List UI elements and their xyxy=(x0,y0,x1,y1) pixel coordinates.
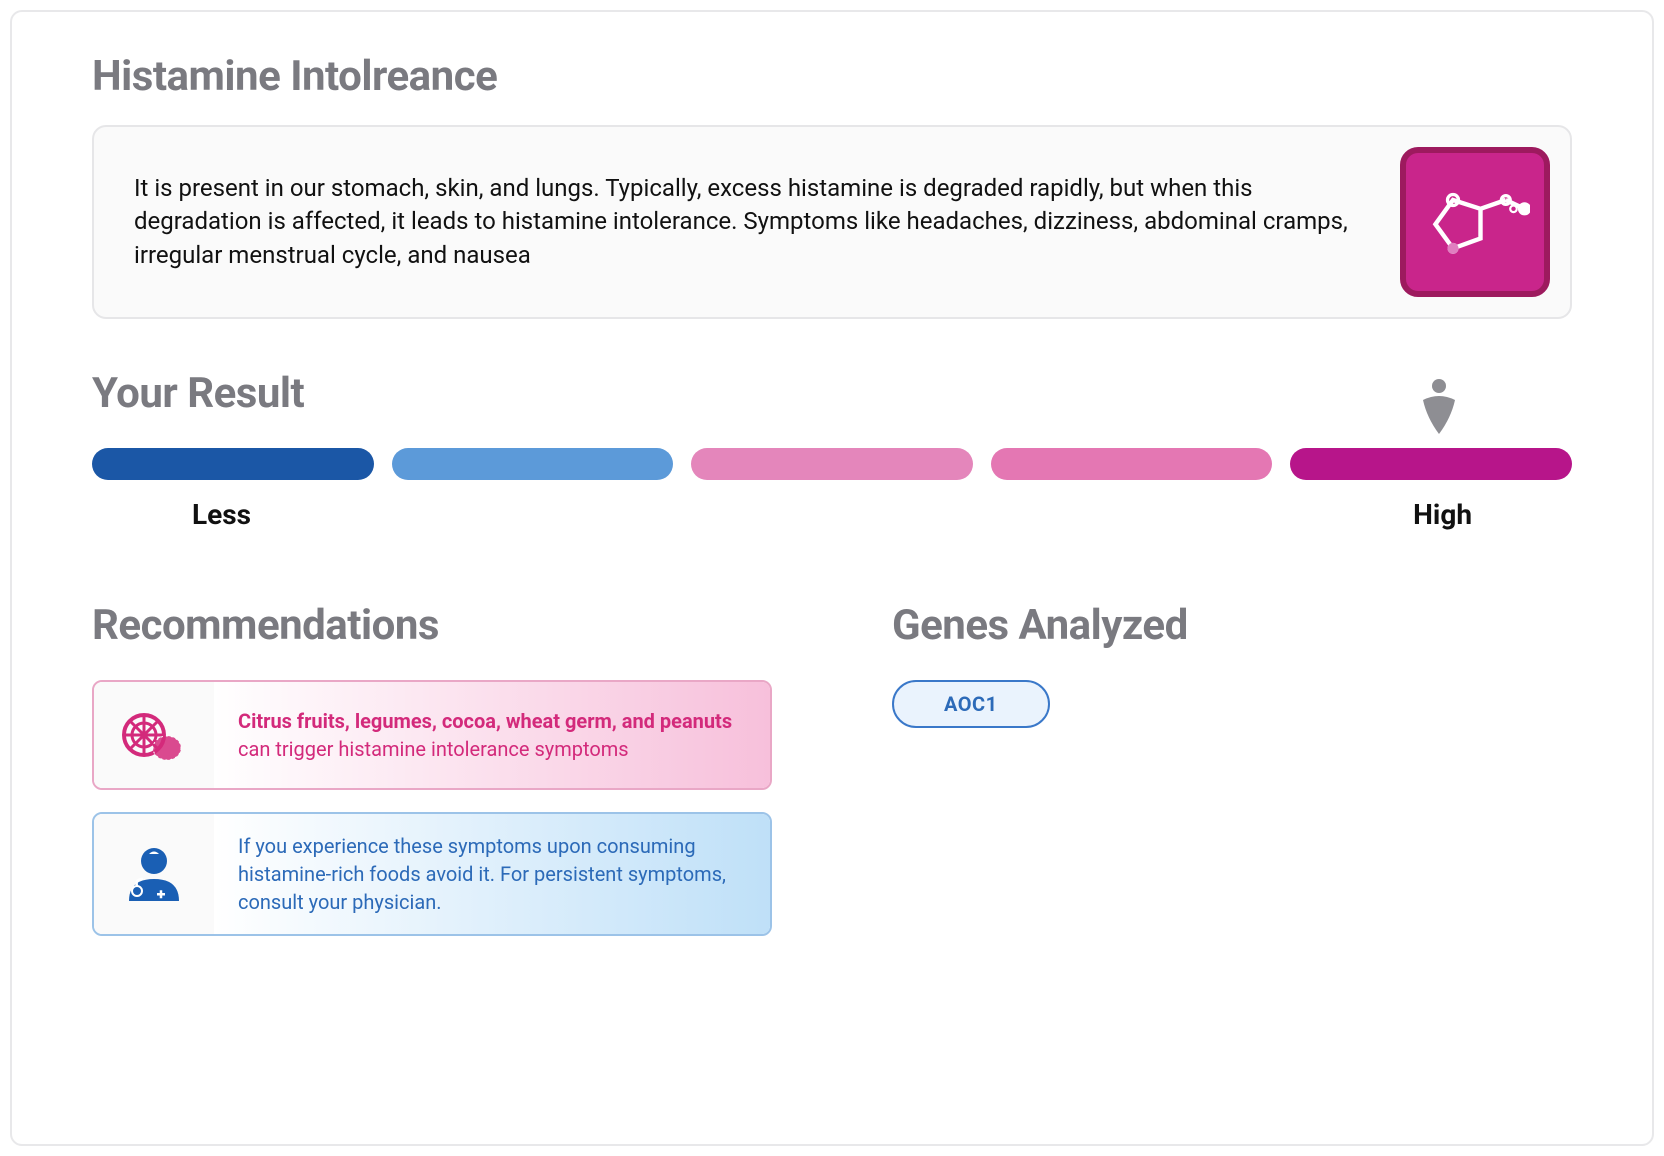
page-title: Histamine Intolreance xyxy=(92,52,1572,101)
result-marker-icon xyxy=(1419,378,1459,440)
scale-segment xyxy=(991,448,1273,480)
genes-section: Genes Analyzed AOC1 xyxy=(892,601,1572,958)
result-scale: Less High xyxy=(92,448,1572,531)
scale-segment xyxy=(691,448,973,480)
report-card: Histamine Intolreance It is present in o… xyxy=(10,10,1654,1146)
food-icon xyxy=(94,682,214,788)
recommendation-item: Citrus fruits, legumes, cocoa, wheat ger… xyxy=(92,680,772,790)
genes-title: Genes Analyzed xyxy=(892,601,1572,650)
molecule-icon xyxy=(1400,147,1550,297)
scale-labels: Less High xyxy=(92,498,1572,531)
scale-segment xyxy=(392,448,674,480)
info-box: It is present in our stomach, skin, and … xyxy=(92,125,1572,319)
scale-segment xyxy=(92,448,374,480)
recommendation-text: Citrus fruits, legumes, cocoa, wheat ger… xyxy=(214,682,770,788)
scale-segment xyxy=(1290,448,1572,480)
recommendations-section: Recommendations Citrus fruits, legumes, … xyxy=(92,601,772,958)
recommendations-title: Recommendations xyxy=(92,601,772,650)
recommendation-item: If you experience these symptoms upon co… xyxy=(92,812,772,936)
info-text: It is present in our stomach, skin, and … xyxy=(134,172,1360,273)
doctor-icon xyxy=(94,814,214,934)
gene-pill: AOC1 xyxy=(892,680,1050,728)
scale-segments xyxy=(92,448,1572,480)
recommendation-text: If you experience these symptoms upon co… xyxy=(214,814,770,934)
scale-label-high: High xyxy=(1413,498,1472,531)
result-section: Your Result Less High xyxy=(92,369,1572,531)
scale-label-low: Less xyxy=(192,498,251,531)
result-title: Your Result xyxy=(92,369,1572,418)
